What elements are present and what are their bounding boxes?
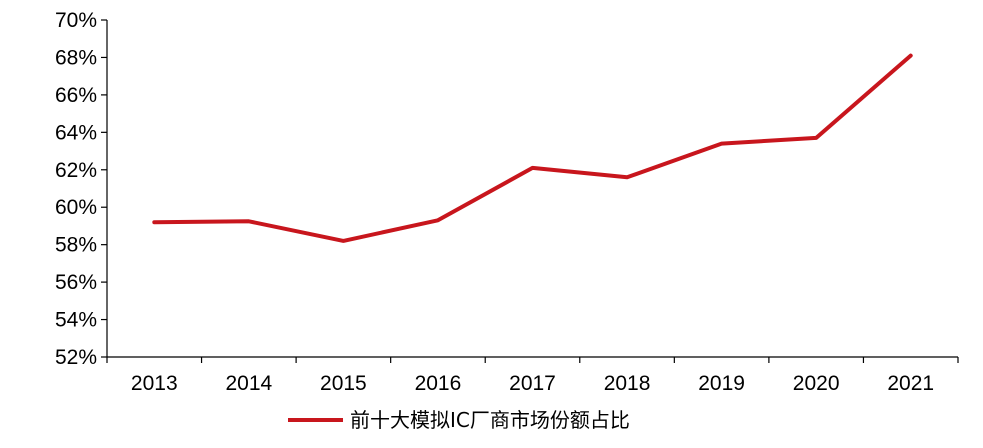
x-tick-label: 2019 <box>698 372 745 395</box>
y-tick-label: 66% <box>55 84 97 107</box>
x-tick-label: 2016 <box>415 372 462 395</box>
x-tick-label: 2020 <box>793 372 840 395</box>
series-line <box>152 53 913 243</box>
x-tick-label: 2015 <box>320 372 367 395</box>
x-tick-label: 2014 <box>225 372 272 395</box>
series-layer <box>152 53 913 243</box>
y-tick-label: 68% <box>55 46 97 69</box>
x-tick-label: 2018 <box>604 372 651 395</box>
legend-label: 前十大模拟IC厂商市场份额占比 <box>350 408 630 432</box>
y-tick-label: 56% <box>55 271 97 294</box>
y-axis-ticks: 52% 54% 56% 58% 60% 62% 64% 66% 68% 70% <box>55 9 107 369</box>
chart-axes <box>106 20 958 358</box>
y-tick-label: 70% <box>55 9 97 32</box>
y-tick-label: 62% <box>55 159 97 182</box>
y-tick-label: 54% <box>55 309 97 332</box>
y-tick-label: 60% <box>55 196 97 219</box>
x-tick-label: 2013 <box>131 372 178 395</box>
legend: 前十大模拟IC厂商市场份额占比 <box>288 408 630 432</box>
x-axis-ticks: 2013 2014 2015 2016 2017 2018 2019 2020 2021 <box>106 357 959 395</box>
y-tick-label: 64% <box>55 121 97 144</box>
y-tick-label: 58% <box>55 234 97 257</box>
x-tick-label: 2017 <box>509 372 556 395</box>
x-tick-label: 2021 <box>887 372 934 395</box>
y-tick-label: 52% <box>55 346 97 369</box>
